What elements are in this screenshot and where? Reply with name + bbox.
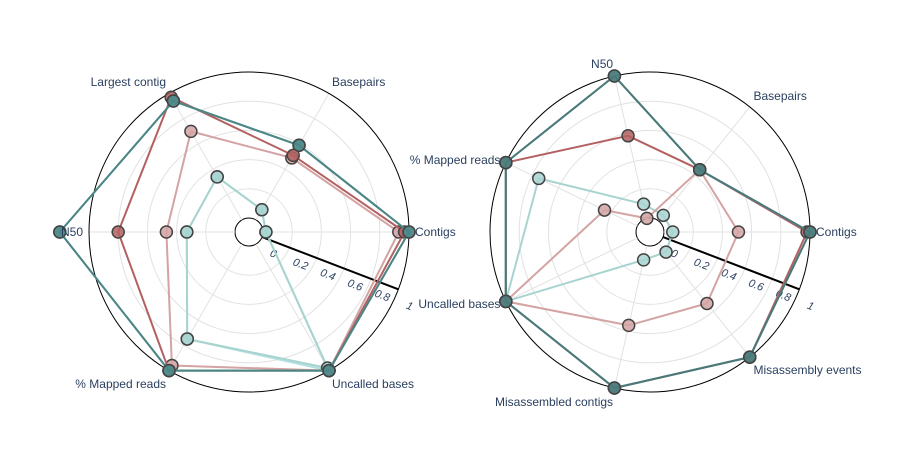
spoke-largest-contig: [168, 93, 243, 221]
data-point-s1-mapped-reads[interactable]: [531, 171, 546, 186]
data-point-s1-basepairs[interactable]: [656, 208, 671, 223]
data-point-s3-n50[interactable]: [621, 129, 635, 143]
data-point-s6-mapped-reads[interactable]: [162, 363, 176, 378]
data-point-s3-n50[interactable]: [159, 225, 174, 239]
axis-label-uncalled-bases: Uncalled bases: [418, 297, 500, 311]
data-point-s5-uncalled-bases[interactable]: [499, 294, 513, 309]
radial-tick-label: 0.4: [719, 267, 738, 284]
axis-label-uncalled-bases: Uncalled bases: [332, 377, 414, 391]
spoke-mapped-reads: [168, 243, 243, 371]
data-point-s5-mapped-reads[interactable]: [499, 155, 513, 170]
axis-label-misassembled-contigs: Misassembled contigs: [495, 395, 613, 409]
data-point-s2-mapped-reads[interactable]: [597, 203, 612, 217]
radial-tick-label: 0.4: [318, 267, 337, 284]
data-point-s4-basepairs[interactable]: [286, 148, 300, 163]
data-point-s6-n50[interactable]: [53, 225, 67, 239]
axis-label-n50: N50: [591, 57, 613, 71]
radial-axis: [662, 236, 800, 291]
axis-label-contigs: Contigs: [415, 225, 456, 239]
data-point-s2-contigs[interactable]: [731, 225, 746, 239]
spoke-misassembled-contigs: [613, 245, 648, 389]
series-line-6: [58, 100, 410, 372]
radial-tick-label: 0.2: [692, 256, 711, 273]
axis-label-basepairs: Basepairs: [753, 89, 806, 103]
radial-tick-label: 0: [268, 248, 279, 262]
radial-tick-label: 0.6: [346, 277, 365, 294]
data-point-s2-contigs[interactable]: [259, 225, 273, 239]
series-line-2: [504, 168, 740, 327]
data-point-s6-contigs[interactable]: [402, 225, 416, 239]
radial-tick-label: 0.8: [373, 288, 392, 305]
data-point-s2-misassembled-contigs[interactable]: [621, 318, 636, 333]
radial-tick-label: 1: [805, 300, 815, 313]
data-point-s1-contigs[interactable]: [666, 225, 680, 239]
data-point-s2-largest-contig[interactable]: [210, 170, 224, 184]
data-point-s1-misassembled-contigs[interactable]: [636, 253, 651, 267]
radial-tick-label: 0.6: [747, 277, 766, 294]
data-point-s5-contigs[interactable]: [803, 225, 817, 239]
data-point-s2-mapped-reads[interactable]: [180, 332, 194, 346]
data-point-s6-uncalled-bases[interactable]: [322, 363, 336, 378]
radar-chart-1: 0 0.2 0.4 0.6 0.8 1 Contigs Basepairs Largest co…: [53, 71, 456, 393]
data-point-s5-misassembly-events[interactable]: [743, 350, 757, 364]
axis-label-mapped-reads: % Mapped reads: [410, 153, 501, 167]
data-point-s1-n50[interactable]: [636, 197, 651, 211]
data-point-s2-basepairs[interactable]: [255, 203, 269, 217]
data-point-s5-misassembled-contigs[interactable]: [607, 381, 622, 395]
radar-hole: [234, 217, 264, 247]
axis-label-basepairs: Basepairs: [332, 75, 385, 89]
data-point-s6-basepairs[interactable]: [292, 138, 306, 153]
series-line-3: [504, 134, 809, 389]
radial-tick-label: 0.2: [291, 256, 310, 273]
data-point-s2-misassembly-events[interactable]: [700, 296, 714, 311]
axis-label-largest-contig: Largest contig: [91, 75, 166, 89]
series-line-5: [58, 100, 410, 372]
data-point-s3-largest-contig[interactable]: [184, 124, 198, 139]
spoke-n50: [613, 75, 648, 219]
data-point-s6-largest-contig[interactable]: [166, 94, 181, 108]
axis-label-n50: N50: [61, 225, 83, 239]
spoke-uncalled-bases: [505, 237, 638, 302]
series-line-3: [165, 130, 400, 372]
radial-tick-label: 0: [669, 248, 680, 262]
spoke-mapped-reads: [505, 162, 638, 227]
axis-label-mapped-reads: % Mapped reads: [75, 377, 166, 391]
series-line-5: [504, 75, 811, 389]
axis-label-contigs: Contigs: [816, 225, 857, 239]
axis-label-misassembly-events: Misassembly events: [753, 363, 861, 377]
radial-tick-label: 1: [404, 300, 414, 313]
radial-axis: [261, 236, 399, 291]
data-point-s4-n50[interactable]: [111, 225, 125, 239]
data-point-s1-misassembly-events[interactable]: [659, 245, 673, 259]
data-point-s2-n50[interactable]: [640, 211, 654, 226]
spoke-basepairs: [658, 106, 751, 222]
spoke-uncalled-bases: [255, 243, 330, 371]
data-point-s2-n50[interactable]: [180, 225, 194, 239]
data-point-s5-n50[interactable]: [607, 69, 622, 83]
data-point-s5-basepairs[interactable]: [692, 162, 707, 177]
